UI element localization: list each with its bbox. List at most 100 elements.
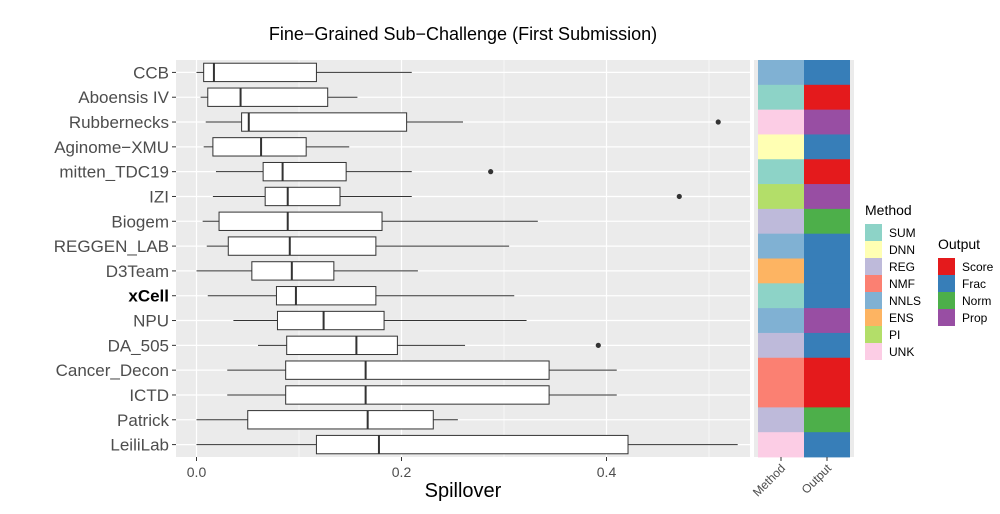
method-cell-ens [758,258,804,284]
output-cell-frac [804,432,850,458]
output-cell-prop [804,109,850,135]
method-cell-dnn [758,134,804,160]
iqr-box [286,335,398,356]
method-cell-reg [758,208,804,235]
box-izi [212,186,682,207]
iqr-box [203,62,317,83]
y-tick-label: Patrick [117,411,169,430]
box-ictd [227,385,617,405]
y-tick-label: Aginome−XMU [54,138,169,157]
y-tick-label: Cancer_Decon [56,361,169,380]
method-cell-nnls [758,233,804,259]
method-cell-pi [758,184,804,210]
legend-label: NMF [889,277,915,291]
box-da-505 [258,335,601,356]
legend-item-unk: UNK [865,343,914,360]
legend-swatch [938,292,955,309]
legend-swatch [938,258,955,275]
legend-swatch [938,309,955,326]
iqr-box [207,87,329,107]
box-leililab [196,434,738,455]
method-cell-sum [758,283,804,309]
legend-swatch [865,258,882,275]
legend-item-dnn: DNN [865,241,915,258]
legend-item-score: Score [938,258,994,275]
legend-item-reg: REG [865,258,915,275]
x-tick-label: 0.2 [392,464,412,480]
iqr-box [241,112,408,132]
y-tick-label: Biogem [111,212,169,231]
chart-title: Fine−Grained Sub−Challenge (First Submis… [269,24,657,44]
output-cell-score [804,357,850,383]
legend-label: Score [962,260,994,274]
output-cell-prop [804,308,850,334]
y-tick-label: ICTD [129,386,169,405]
legend-title: Output [938,236,980,252]
box-patrick [196,410,458,430]
method-cell-reg [758,407,804,433]
output-legend: Output Score Frac Norm Prop [938,236,994,326]
annotation-column-label: Output [799,461,835,497]
legends: Method SUM DNN REG NMF NNLS ENS PI UNK Output Scor… [865,202,994,360]
legend-swatch [865,326,882,343]
legend-item-prop: Prop [938,309,988,326]
iqr-box [227,236,377,256]
legend-item-frac: Frac [938,275,986,292]
output-cell-frac [804,60,850,86]
x-tick-label: 0.0 [187,464,207,480]
iqr-box [251,261,335,281]
outlier-point [488,169,494,175]
outlier-point [715,119,721,125]
output-cell-frac [804,233,850,259]
legend-label: Norm [962,294,991,308]
legend-swatch [865,343,882,360]
box-aginome-xmu [203,137,350,157]
legend-swatch [865,309,882,326]
iqr-box [212,137,307,157]
y-tick-label: Aboensis IV [78,88,169,107]
legend-label: UNK [889,345,914,359]
legend-item-pi: PI [865,326,900,343]
y-tick-label: REGGEN_LAB [54,237,169,256]
x-tick-label: 0.4 [597,464,617,480]
iqr-box [315,434,629,455]
box-mitten-tdc19 [215,161,494,182]
y-tick-label: IZI [149,187,169,206]
output-cell-norm [804,407,850,433]
legend-swatch [938,275,955,292]
outlier-point [676,193,682,200]
method-cell-nnls [758,60,804,86]
box-cancer-decon [227,360,617,380]
iqr-box [275,286,377,306]
iqr-box [218,211,383,231]
legend-item-sum: SUM [865,224,916,241]
box-rubbernecks [205,112,721,132]
box-aboensis-iv [200,87,358,107]
box-biogem [202,211,538,231]
method-cell-sum [758,84,804,111]
y-tick-label: mitten_TDC19 [59,163,169,182]
output-cell-frac [804,332,850,359]
annotation-heatmap: Method Output [750,60,854,499]
legend-title: Method [865,202,912,218]
y-tick-label: Rubbernecks [69,113,169,132]
y-tick-label: NPU [133,312,169,331]
iqr-box [264,186,341,207]
y-tick-label: D3Team [106,262,169,281]
iqr-box [262,161,347,182]
x-axis-label: Spillover [425,480,502,502]
legend-label: PI [889,328,900,342]
legend-label: DNN [889,243,915,257]
output-cell-score [804,159,850,185]
legend-label: REG [889,260,915,274]
iqr-box [276,310,385,331]
legend-swatch [865,275,882,292]
output-cell-frac [804,134,850,160]
iqr-box [285,385,550,405]
output-cell-norm [804,208,850,235]
method-cell-reg [758,332,804,359]
y-tick-label: LeiliLab [110,436,169,455]
legend-label: NNLS [889,294,921,308]
legend-swatch [865,292,882,309]
